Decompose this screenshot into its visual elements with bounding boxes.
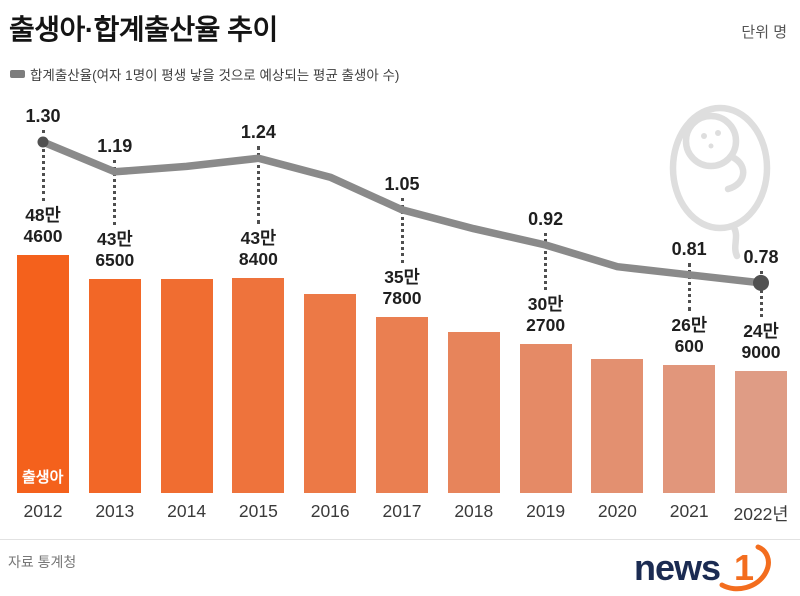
x-axis-label: 2019 [526,501,566,521]
source-label: 자료 통계청 [8,554,77,570]
bar [735,370,787,493]
bar [88,278,141,493]
x-axis-label: 2020 [597,501,637,521]
dotted-connector [400,197,404,264]
bar-value-label: 30만 2700 [526,294,566,336]
bar [160,279,213,493]
bar [591,359,644,493]
fertility-value-label: 1.30 [25,106,61,126]
bar-value-label: 26만 600 [671,315,707,356]
news1-logo-swoosh [719,544,771,592]
bar-value-label: 24만 9000 [741,320,781,362]
x-axis-label: 2016 [310,501,350,521]
x-axis-label: 2013 [95,501,135,521]
bar-value-label: 43만 6500 [95,228,135,270]
legend: 합계출산율(여자 1명이 평생 낳을 것으로 예상되는 평균 출생아 수) [10,64,399,84]
bar [232,277,285,493]
fertility-value-label: 1.19 [97,135,133,156]
dotted-connector [544,232,548,291]
dotted-connector [41,130,45,201]
fertility-value-label: 0.78 [743,246,779,267]
x-axis-label: 2022년 [733,504,789,524]
dotted-connector [256,146,260,224]
line-legend-swatch [10,70,25,78]
unit-label: 단위 명 [741,24,787,41]
bar [304,293,357,493]
dotted-connector [759,270,763,317]
bar [663,365,716,493]
fertility-value-label: 0.92 [528,208,564,229]
news1-logo-text: news [634,547,720,588]
x-axis-label: 2014 [167,501,207,521]
x-axis-label: 2021 [669,501,709,521]
news1-logo-accent: 1 [734,547,754,588]
bar-series-label: 출생아 [22,469,64,486]
bar [447,332,500,493]
bar [17,255,69,493]
page-title: 출생아·합계출산율 추이 [9,14,278,45]
x-axis-label: 2018 [454,501,494,521]
legend-label: 합계출산율(여자 1명이 평생 낳을 것으로 예상되는 평균 출생아 수) [30,68,400,83]
bar-value-label: 35만 7800 [382,267,422,309]
dotted-connector [113,159,117,225]
dotted-connector [687,262,691,311]
footer-divider [0,539,800,540]
bar [376,317,428,493]
bar-value-label: 43만 8400 [238,227,278,269]
x-axis-label: 2012 [23,501,63,521]
fertility-value-label: 1.24 [240,122,276,143]
fertility-value-label: 1.05 [384,173,420,194]
bar [519,344,572,493]
x-axis-label: 2015 [238,501,278,521]
x-axis-label: 2017 [382,501,422,521]
fertility-value-label: 0.81 [671,238,707,259]
news1-logo: news 1 [634,544,771,592]
